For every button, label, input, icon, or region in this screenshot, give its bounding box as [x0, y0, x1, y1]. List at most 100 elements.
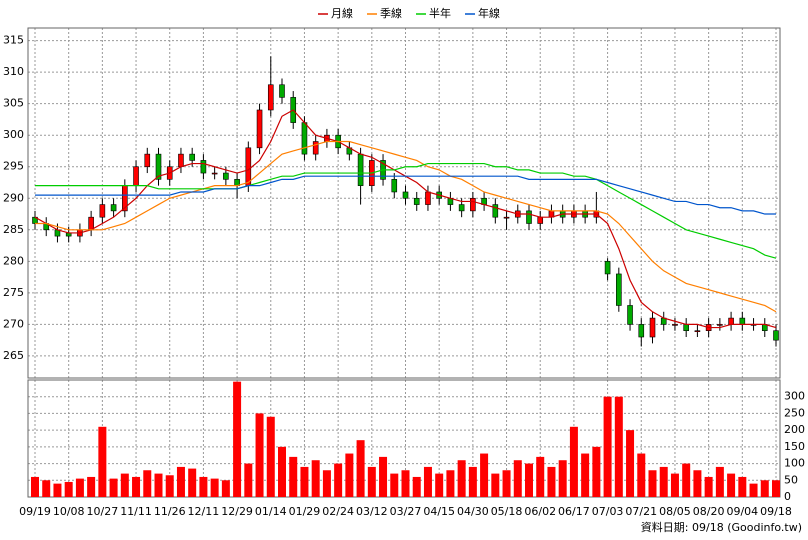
y-tick-label: 275: [3, 286, 24, 299]
volume-bar: [334, 463, 343, 497]
y-tick-label: 315: [3, 34, 24, 47]
candle-body: [110, 204, 117, 212]
candle-body: [739, 317, 746, 325]
volume-bar: [480, 453, 489, 497]
x-tick-label: 12/29: [221, 505, 253, 518]
volume-bar: [670, 473, 679, 497]
volume-bar: [64, 481, 73, 497]
volume-bar: [367, 466, 376, 497]
volume-bar: [289, 456, 298, 497]
volume-bar: [412, 476, 421, 497]
x-tick-label: 10/08: [53, 505, 85, 518]
y-tick-label: 270: [3, 317, 24, 330]
volume-bar: [322, 470, 331, 497]
volume-bar: [760, 480, 769, 497]
candle-body: [211, 172, 218, 175]
volume-bar: [491, 473, 500, 497]
y-tick-label: 310: [3, 65, 24, 78]
candle-body: [604, 261, 611, 275]
volume-bar: [53, 483, 62, 497]
candle-body: [526, 210, 532, 224]
x-tick-label: 07/03: [592, 505, 624, 518]
candle-body: [638, 324, 645, 338]
volume-bar: [569, 426, 578, 497]
volume-bar: [87, 476, 96, 497]
candle-body: [492, 204, 499, 218]
volume-bar: [188, 468, 197, 497]
volume-bar: [626, 430, 635, 497]
volume-bar: [513, 460, 522, 497]
volume-bar: [637, 453, 646, 497]
y-tick-label: 295: [3, 160, 24, 173]
legend-label: 季線: [380, 6, 402, 20]
y-tick-label: 200: [784, 423, 805, 436]
volume-bar: [592, 446, 601, 497]
volume-bar: [233, 381, 242, 497]
volume-bar: [704, 476, 713, 497]
candle-body: [413, 197, 420, 205]
y-tick-label: 0: [784, 490, 791, 503]
volume-bar: [300, 466, 309, 497]
candle-body: [616, 273, 622, 306]
candle-body: [357, 153, 364, 186]
volume-bar: [199, 476, 208, 497]
volume-bar: [390, 473, 399, 497]
x-tick-label: 06/02: [524, 505, 556, 518]
legend-label: 半年: [429, 6, 451, 20]
candle-body: [391, 179, 398, 193]
x-tick-label: 08/20: [693, 505, 725, 518]
legend-label: 月線: [331, 6, 353, 20]
y-tick-label: 50: [784, 473, 798, 486]
y-tick-label: 250: [784, 406, 805, 419]
x-tick-label: 11/11: [120, 505, 152, 518]
candle-body: [155, 153, 162, 180]
moving-average-line: [35, 175, 776, 215]
volume-bar: [581, 453, 590, 497]
volume-bar: [468, 466, 477, 497]
candle-body: [301, 122, 308, 155]
x-tick-label: 09/19: [19, 505, 51, 518]
volume-bar: [525, 463, 533, 497]
y-tick-label: 300: [3, 128, 24, 141]
candle-body: [99, 204, 106, 218]
source-note: 資料日期: 09/18 (Goodinfo.tw): [641, 520, 802, 534]
candle-body: [649, 317, 656, 338]
volume-bar: [379, 456, 388, 497]
candle-body: [470, 197, 476, 212]
candle-body: [312, 141, 319, 155]
legend-label: 年線: [478, 6, 500, 20]
candle-body: [503, 216, 510, 219]
volume-bar: [278, 446, 286, 497]
candle-body: [425, 191, 431, 205]
y-tick-label: 150: [784, 440, 805, 453]
candle-body: [694, 330, 701, 333]
volume-bar: [446, 470, 455, 497]
price-panel: [27, 27, 781, 379]
candle-body: [245, 147, 252, 186]
volume-bar: [42, 480, 51, 497]
candle-body: [144, 153, 151, 168]
volume-bar: [648, 470, 657, 497]
x-tick-label: 09/18: [760, 505, 792, 518]
candle-body: [200, 160, 207, 174]
x-tick-label: 05/18: [491, 505, 523, 518]
volume-bar: [154, 473, 163, 497]
x-tick-label: 01/29: [289, 505, 321, 518]
volume-bar: [345, 453, 354, 497]
volume-bar: [221, 480, 230, 497]
volume-bar: [727, 473, 736, 497]
x-tick-label: 12/11: [188, 505, 220, 518]
y-tick-label: 265: [3, 349, 24, 362]
y-tick-label: 305: [3, 97, 24, 110]
volume-bar: [255, 413, 264, 497]
volume-bar: [109, 478, 118, 497]
volume-bar: [132, 476, 141, 497]
x-tick-label: 01/14: [255, 505, 287, 518]
volume-bar: [547, 466, 556, 497]
x-tick-label: 04/15: [423, 505, 455, 518]
x-tick-label: 11/26: [154, 505, 186, 518]
volume-bar: [165, 475, 174, 497]
candle-body: [717, 324, 723, 326]
